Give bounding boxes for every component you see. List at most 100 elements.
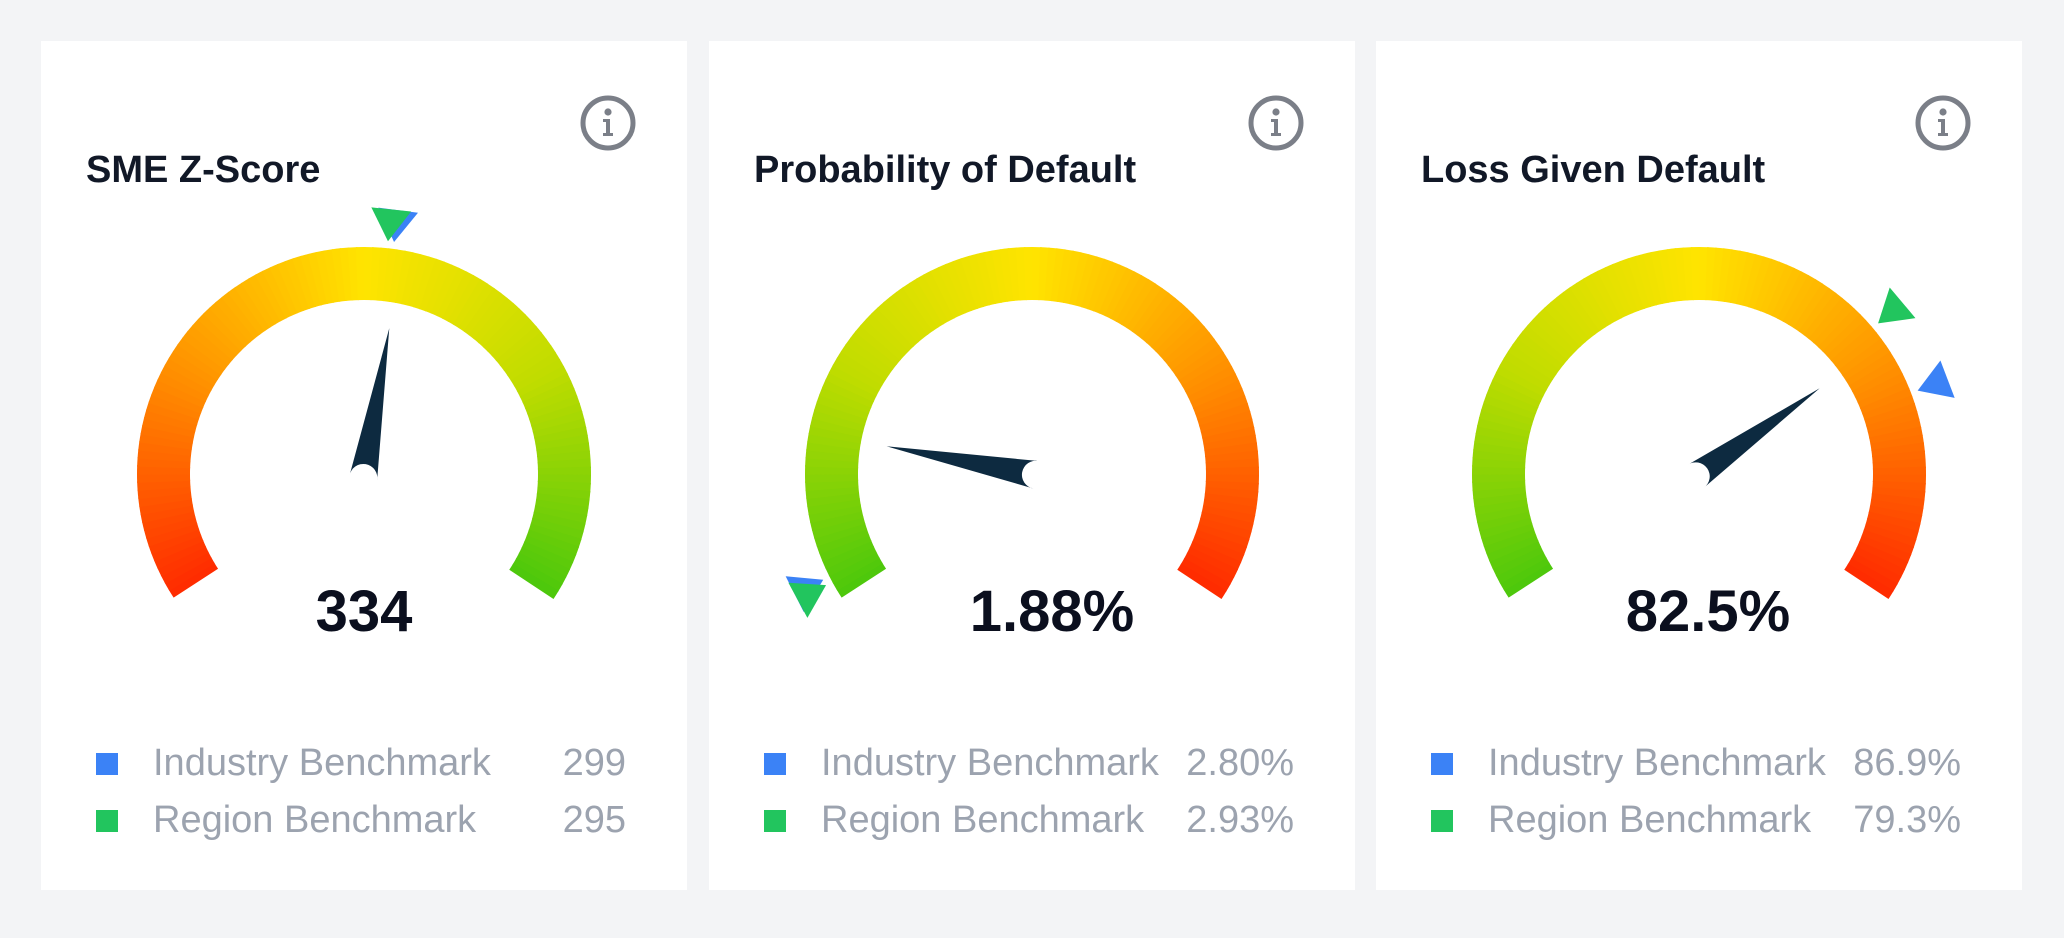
legend-value: 295	[562, 799, 626, 841]
gauge-arc-segment	[1155, 313, 1200, 357]
gauge-arc-segment	[1562, 286, 1601, 335]
gauge-arc-segment	[154, 540, 207, 570]
gauge-arc-segment	[151, 534, 204, 562]
gauge-arc-segment	[1183, 552, 1235, 586]
gauge-arc-segment	[999, 248, 1015, 302]
gauge-arc-segment	[1023, 247, 1034, 301]
gauge-arc-segment	[1666, 248, 1682, 302]
gauge-arc-segment	[1098, 264, 1128, 317]
gauge-arc-segment	[810, 510, 864, 532]
gauge-arc-segment	[533, 505, 588, 525]
legend-label: Region Benchmark	[153, 799, 477, 841]
gauge-arc-segment	[1200, 418, 1255, 439]
gauge-arc-segment	[382, 248, 398, 302]
gauge-arc-segment	[254, 270, 288, 322]
gauge-card-z-score: SME Z-Score 334 Industry Benchmark 299 R…	[41, 41, 687, 890]
gauge-arc-segment	[1650, 250, 1670, 304]
gauge-arc-segment	[1582, 274, 1617, 325]
gauge-arc-segment	[154, 378, 207, 408]
gauge-arc-segment	[1787, 278, 1824, 329]
gauge-arc-segment	[1711, 247, 1725, 302]
gauge-arc-segment	[1848, 358, 1900, 393]
gauge-arc-segment	[915, 274, 950, 325]
gauge-arc-segment	[137, 448, 192, 463]
gauge-arc-segment	[447, 274, 482, 326]
gauge-arc-segment	[1489, 378, 1542, 408]
gauge-arc-segment	[1611, 260, 1640, 314]
gauge-arc-segment	[909, 278, 945, 328]
card-title: SME Z-Score	[86, 149, 321, 191]
gauge-arc-segment	[424, 261, 453, 314]
gauge-chart	[1472, 247, 1955, 599]
legend-value: 2.80%	[1186, 742, 1294, 784]
gauge-needle	[349, 328, 390, 481]
gauge-arc-segment	[1859, 387, 1913, 415]
gauge-arc-segment	[1141, 297, 1183, 344]
gauge-arc-segment	[1507, 343, 1557, 381]
gauge-arc-segment	[436, 267, 468, 320]
legend-value: 2.93%	[1186, 799, 1294, 841]
gauge-arc-segment	[1202, 499, 1257, 517]
gauge-arc-segment	[164, 557, 215, 591]
gauge-arc-segment	[1081, 256, 1106, 310]
gauge-arc-segment	[146, 401, 200, 426]
gauge-arc-segment	[1075, 254, 1098, 308]
gauge-arc-segment	[1550, 296, 1591, 343]
gauge-arc-segment	[1197, 402, 1251, 427]
gauge-arc-segment	[1845, 351, 1896, 387]
gauge-arc-segment	[1834, 331, 1882, 371]
gauge-arc	[1472, 247, 1926, 599]
gauge-arc-segment	[1038, 247, 1050, 301]
gauge-arc-segment	[1495, 364, 1547, 397]
gauge-arc-segment	[1473, 440, 1527, 456]
gauge-arc-segment	[983, 250, 1003, 304]
gauge-arc-segment	[139, 432, 193, 450]
gauge-arc-segment	[1150, 308, 1194, 353]
gauge-arc-segment	[151, 386, 204, 414]
gauge-arc-segment	[849, 330, 898, 371]
gauge-arc-segment	[1658, 249, 1676, 303]
gauge-arc-segment	[458, 283, 496, 332]
gauge-arc-segment	[1187, 372, 1240, 404]
gauge-arc-segment	[1136, 292, 1176, 340]
info-icon[interactable]	[1913, 93, 1973, 153]
gauge-arc-segment	[1817, 308, 1861, 353]
gauge-arc-segment	[1115, 274, 1150, 326]
gauge-arc-segment	[1556, 291, 1596, 339]
gauge-arc-segment	[1475, 424, 1530, 444]
gauge-arc-segment	[1167, 331, 1215, 371]
region-benchmark-marker	[371, 207, 412, 242]
gauge-arc-segment	[1856, 541, 1909, 571]
gauge-needle	[1687, 388, 1820, 488]
gauge-arc-segment	[137, 473, 191, 483]
gauge-arc-segment	[822, 378, 875, 408]
gauge-arc-segment	[1682, 247, 1694, 301]
gauge-arc-segment	[535, 434, 590, 451]
gauge-arc-segment	[1486, 386, 1539, 414]
gauge-arc-segment	[1483, 528, 1537, 555]
gauge-arc-segment	[808, 504, 863, 524]
gauge-arc-segment	[1782, 274, 1817, 326]
legend-value: 299	[562, 742, 626, 784]
gauge-arc-segment	[1499, 557, 1550, 591]
gauge-arc-segment	[1171, 338, 1220, 377]
gauge-arc-segment	[1492, 371, 1544, 403]
gauge-arc-segment	[825, 371, 877, 403]
gauge-arc-segment	[1181, 358, 1233, 393]
gauge-arc-segment	[1863, 523, 1917, 549]
gauge-arc-segment	[825, 545, 877, 577]
gauge-arc-segment	[1205, 458, 1259, 470]
gauge-arc-segment	[536, 442, 590, 458]
gauge-arc-segment	[822, 540, 875, 570]
gauge-arc-segment	[1131, 287, 1170, 336]
info-icon[interactable]	[1246, 93, 1306, 153]
legend-label: Industry Benchmark	[153, 742, 491, 784]
info-icon[interactable]	[578, 93, 638, 153]
gauge-arc-segment	[1826, 319, 1872, 362]
gauge-arc-segment	[1777, 271, 1810, 322]
gauge-arc-segment	[315, 250, 335, 304]
gauge-arc-segment	[532, 511, 586, 533]
gauge-arc-segment	[419, 258, 445, 312]
gauge-arc-segment	[452, 278, 489, 329]
gauge-arc-segment	[138, 440, 192, 456]
